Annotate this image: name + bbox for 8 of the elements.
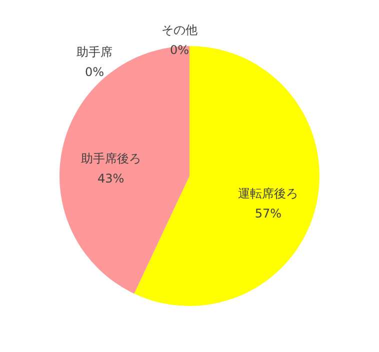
text: 0% [170, 43, 190, 57]
data-label: 43% [98, 171, 124, 186]
data-label: 57% [254, 206, 282, 221]
text: 0% [84, 65, 104, 79]
slice-label: 助手席後ろ [80, 151, 141, 166]
category-label: 助手席 [76, 45, 112, 59]
category-label: その他 [162, 23, 198, 37]
slice-label: 運転席後ろ [238, 186, 298, 201]
